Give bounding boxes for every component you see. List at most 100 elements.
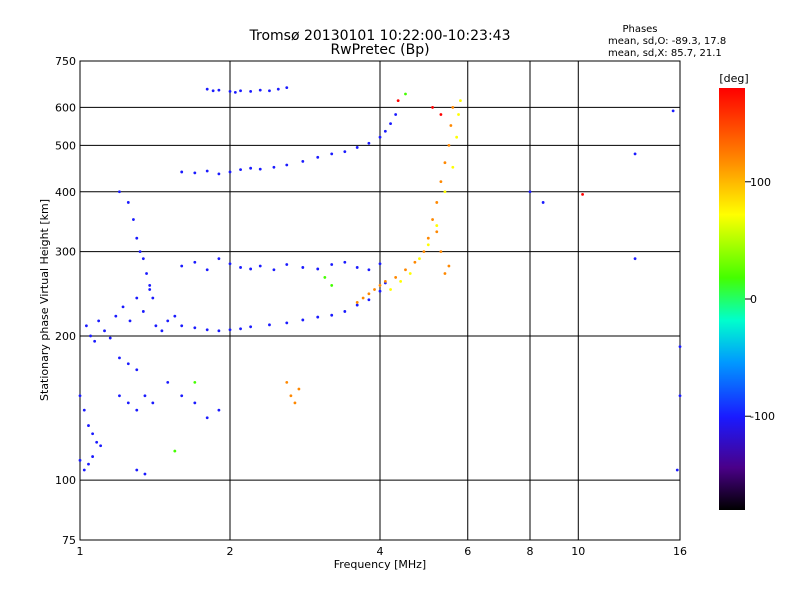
scatter-point <box>233 90 237 94</box>
scatter-point <box>84 324 88 328</box>
scatter-point <box>435 201 439 204</box>
scatter-point <box>633 257 637 261</box>
scatter-point <box>141 257 145 261</box>
scatter-point <box>394 113 398 116</box>
scatter-point <box>126 201 130 204</box>
scatter-point <box>451 106 455 109</box>
grid <box>80 61 680 540</box>
scatter-point <box>418 257 421 261</box>
scatter-point <box>180 324 184 328</box>
scatter-point <box>211 89 215 93</box>
scatter-point <box>301 266 305 269</box>
scatter-point <box>89 334 92 338</box>
scatter-point <box>671 109 675 113</box>
colorbar-tick-label: 100 <box>750 176 771 189</box>
scatter-point <box>160 329 164 333</box>
scatter-point <box>457 113 460 116</box>
scatter-point <box>373 288 376 291</box>
colorbar-tick-label: -100 <box>750 410 775 423</box>
y-tick-label: 200 <box>55 330 76 343</box>
scatter-point <box>439 250 443 254</box>
scatter-point <box>132 218 135 221</box>
scatter-point <box>404 268 407 272</box>
scatter-point <box>443 190 447 194</box>
scatter-point <box>451 165 455 169</box>
scatter-point <box>408 272 412 275</box>
scatter-point <box>249 166 253 170</box>
scatter-point <box>239 168 242 171</box>
scatter-point <box>581 192 584 196</box>
scatter-point <box>447 143 451 147</box>
y-tick-label: 750 <box>55 55 76 68</box>
scatter-point <box>355 266 359 269</box>
scatter-point <box>541 201 545 204</box>
scatter-point <box>435 224 439 227</box>
colorbar-ticks: 100 0 -100 <box>745 176 775 423</box>
scatter-point <box>404 92 407 96</box>
scatter-point <box>289 394 293 398</box>
scatter-point <box>258 167 262 171</box>
scatter-point <box>126 401 130 405</box>
scatter-point <box>367 268 371 272</box>
scatter-point <box>249 267 253 271</box>
scatter-point <box>148 288 152 291</box>
scatter-point <box>389 122 392 126</box>
scatter-point <box>249 90 253 93</box>
scatter-point <box>439 113 443 116</box>
scatter-point <box>148 284 152 287</box>
scatter-point <box>173 314 177 318</box>
scatter-point <box>285 86 289 89</box>
scatter-point <box>228 170 232 174</box>
scatter-point <box>399 279 403 283</box>
scatter-point <box>323 276 327 279</box>
x-tick-label: 8 <box>527 545 534 558</box>
scatter-point <box>118 394 121 398</box>
scatter-point <box>228 90 232 93</box>
scatter-point <box>145 272 148 275</box>
scatter-point <box>180 170 184 174</box>
scatter-point <box>343 260 347 264</box>
scatter-point <box>78 394 82 398</box>
scatter-point <box>431 218 434 221</box>
scatter-point <box>389 288 392 291</box>
scatter-point <box>285 380 289 384</box>
scatter-point <box>166 319 170 323</box>
chart-subtitle: RwPretec (Bp) <box>330 42 429 58</box>
scatter-point <box>151 296 155 300</box>
scatter-point <box>455 135 459 139</box>
stats-line-x: mean, sd,X: 85.7, 21.1 <box>608 48 722 59</box>
scatter-point <box>272 268 276 272</box>
scatter-point <box>91 432 95 436</box>
scatter-point <box>135 296 139 300</box>
scatter-point <box>330 152 334 156</box>
scatter-point <box>205 87 209 91</box>
scatter-point <box>78 458 82 462</box>
scatter-point <box>361 296 365 300</box>
scatter-point <box>276 87 280 91</box>
scatter-point <box>135 368 139 372</box>
scatter-point <box>378 289 382 293</box>
x-tick-label: 10 <box>571 545 585 558</box>
scatter-point <box>180 394 184 398</box>
y-tick-label: 75 <box>62 534 76 547</box>
scatter-point <box>135 468 139 472</box>
scatter-point <box>82 408 86 412</box>
scatter-point <box>217 257 221 261</box>
scatter-point <box>154 324 158 328</box>
scatter-point <box>205 416 209 420</box>
scatter-point <box>293 401 297 405</box>
scatter-point <box>443 272 447 275</box>
scatter-point <box>173 449 177 453</box>
scatter-point <box>217 88 221 92</box>
scatter-point <box>378 135 382 139</box>
scatter-point <box>126 362 130 366</box>
scatter-point <box>285 263 289 266</box>
scatter-point <box>330 313 334 317</box>
scatter-point <box>378 284 382 287</box>
scatter-point <box>633 152 637 156</box>
scatter-point <box>431 106 434 109</box>
scatter-point <box>138 250 142 254</box>
stats-line-o: mean, sd,O: -89.3, 17.8 <box>608 36 726 47</box>
scatter-point <box>239 266 242 269</box>
scatter-point <box>367 141 371 145</box>
